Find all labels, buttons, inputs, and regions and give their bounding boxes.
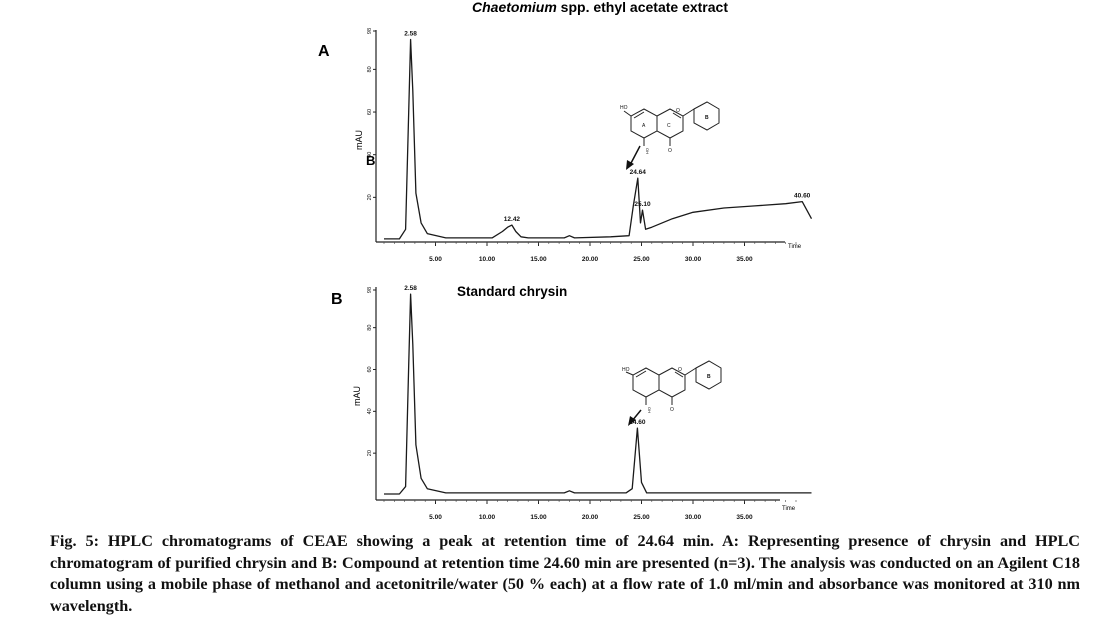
x-tick-label: 30.00 — [685, 256, 702, 263]
y-tick-label: 80 — [367, 325, 373, 331]
peak-label: 24.64 — [630, 169, 647, 176]
structure-b-ring-b: B — [707, 374, 711, 380]
peak-label: 2.58 — [404, 31, 417, 38]
figure-caption: Fig. 5: HPLC chromatograms of CEAE showi… — [50, 532, 1080, 615]
chrysin-structure-b: HO B O O OH — [622, 360, 722, 413]
x-tick-label: 15.00 — [530, 256, 547, 263]
x-tick-label: 10.00 — [479, 514, 496, 521]
x-tick-label: 30.00 — [685, 514, 702, 521]
hplc-figure: Chaetomium spp. ethyl acetate extract A … — [318, 0, 813, 521]
x-tick-label: 15.00 — [530, 514, 547, 521]
structure-b-oh: OH — [647, 407, 652, 413]
y-tick-label: 20 — [367, 194, 373, 200]
x-tick-label: 20.00 — [582, 514, 599, 521]
y-tick-label: 60 — [367, 109, 373, 115]
structure-a-ring-b: B — [705, 115, 709, 121]
x-tick-label: 25.00 — [633, 256, 650, 263]
panel-b-title: Standard chrysin — [457, 284, 567, 299]
y-tick-label: 98 — [367, 287, 373, 293]
y-tick-label: 60 — [367, 366, 373, 372]
panel-a-letter: A — [318, 43, 330, 60]
peak-label: 24.60 — [629, 419, 646, 426]
structure-b-ether: O — [678, 367, 682, 373]
x-tick-label: 5.00 — [429, 256, 442, 263]
structure-a-ether: O — [676, 108, 680, 114]
peak-label: 2.58 — [404, 285, 417, 292]
x-tick-label: 20.00 — [582, 256, 599, 263]
x-tick-label: 35.00 — [736, 514, 753, 521]
y-tick-label: 98 — [367, 28, 373, 34]
panel-b-xlabel: Time — [782, 506, 796, 512]
x-tick-label: 35.00 — [736, 256, 753, 263]
y-tick-label: 80 — [367, 66, 373, 72]
panel-a-title: Chaetomium spp. ethyl acetate extract — [472, 0, 728, 15]
chrysin-structure-a: HO A C B O O OH — [620, 101, 720, 154]
chromatogram-trace — [384, 293, 812, 495]
panel-b-letter: B — [331, 291, 343, 308]
peak-label: 12.42 — [504, 216, 521, 223]
panel-a-xlabel: Time — [788, 244, 802, 250]
structure-a-ho: HO — [620, 105, 628, 111]
panel-a-ylabel: mAU — [354, 130, 364, 150]
peak-label: 40.60 — [794, 193, 811, 200]
structure-b-ho: HO — [622, 367, 630, 373]
chromatogram-trace — [384, 38, 813, 240]
x-tick-label: 25.00 — [633, 514, 650, 521]
structure-a-oxo: O — [668, 148, 672, 154]
y-tick-label: 20 — [367, 450, 373, 456]
structure-a-ring-c: C — [667, 123, 671, 129]
arrow-b — [628, 409, 642, 426]
structure-a-oh: OH — [645, 148, 650, 154]
structure-a-ring-a: A — [642, 123, 646, 129]
x-tick-label: 10.00 — [479, 256, 496, 263]
peak-label: 25.10 — [634, 201, 651, 208]
y-tick-label: 40 — [367, 152, 373, 158]
panel-a-stray-letter: B — [366, 153, 375, 168]
arrow-a — [626, 145, 641, 170]
chart-marks: 98 80 60 40 20 5.00 10.00 15.00 20.00 25.00 30.00 3… — [367, 28, 813, 521]
x-tick-label: 5.00 — [429, 514, 442, 521]
panel-b-ylabel: mAU — [352, 386, 362, 406]
y-tick-label: 40 — [367, 408, 373, 414]
structure-b-oxo: O — [670, 407, 674, 413]
